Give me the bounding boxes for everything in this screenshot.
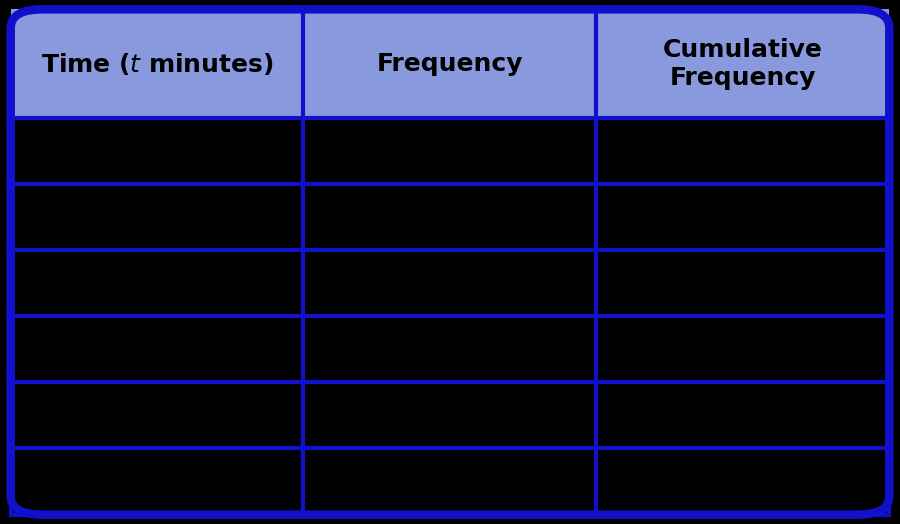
Bar <box>303 250 596 316</box>
Text: Cumulative
Frequency: Cumulative Frequency <box>662 38 823 90</box>
Bar <box>596 383 889 449</box>
Bar <box>596 184 889 250</box>
Bar <box>596 316 889 383</box>
Bar <box>596 250 889 316</box>
Bar <box>303 184 596 250</box>
FancyBboxPatch shape <box>596 9 889 118</box>
Bar <box>303 316 596 383</box>
Bar <box>11 9 889 118</box>
Bar <box>11 250 303 316</box>
FancyBboxPatch shape <box>11 9 889 515</box>
Bar <box>303 449 596 515</box>
Bar <box>303 383 596 449</box>
FancyBboxPatch shape <box>11 9 889 118</box>
Bar <box>11 449 303 515</box>
Bar <box>596 118 889 184</box>
Text: Time ($t$ minutes): Time ($t$ minutes) <box>40 51 274 77</box>
Text: Frequency: Frequency <box>376 52 523 76</box>
Bar <box>11 316 303 383</box>
Bar <box>596 449 889 515</box>
Bar <box>303 118 596 184</box>
FancyBboxPatch shape <box>11 9 303 118</box>
Bar <box>11 184 303 250</box>
Bar <box>303 9 596 118</box>
Bar <box>11 118 303 184</box>
Bar <box>11 383 303 449</box>
